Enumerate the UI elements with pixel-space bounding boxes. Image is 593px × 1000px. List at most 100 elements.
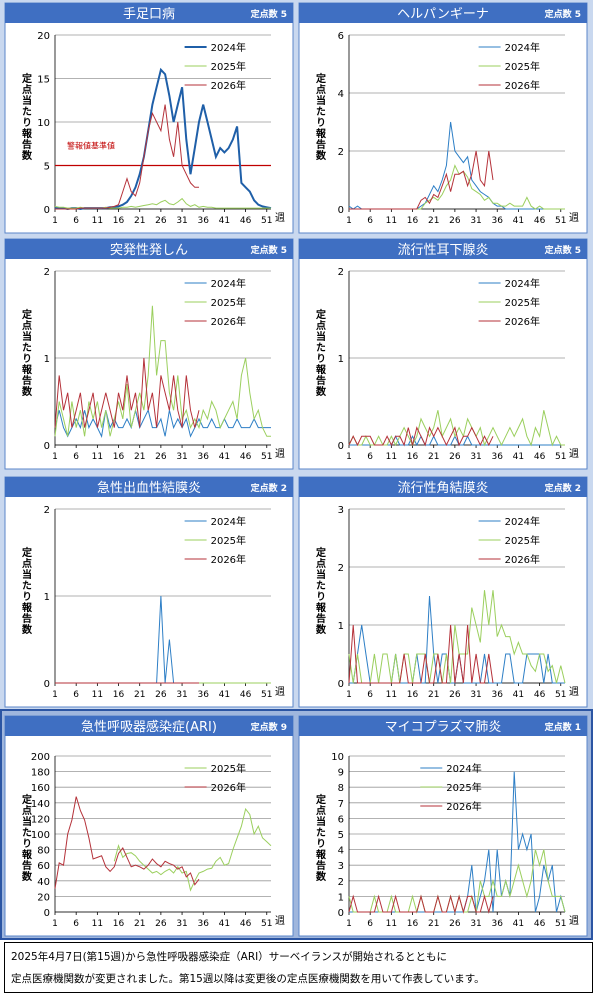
x-tick-label: 1 — [346, 690, 352, 700]
legend-label: 2026年 — [211, 781, 246, 794]
y-tick-label: 1 — [338, 354, 344, 365]
y-axis-label: 定点当たり報告数 — [314, 793, 327, 882]
y-tick-label: 40 — [37, 877, 50, 888]
x-tick-label: 41 — [219, 690, 230, 700]
panel-header — [299, 239, 587, 259]
y-tick-label: 0 — [338, 908, 344, 919]
x-tick-label: 31 — [470, 216, 481, 226]
y-tick-label: 0 — [44, 679, 50, 690]
chart-subtitle: 定点数 5 — [545, 8, 581, 20]
series-line — [348, 894, 494, 914]
note-box: 2025年4月7日(第15週)から急性呼吸器感染症（ARI）サーベイランスが開始… — [4, 942, 593, 993]
chart-subtitle: 定点数 5 — [251, 8, 287, 20]
legend-label: 2026年 — [505, 553, 540, 566]
x-tick-label: 36 — [198, 690, 210, 700]
legend-label: 2024年 — [211, 515, 246, 528]
y-tick-label: 180 — [31, 768, 50, 779]
series-line — [54, 357, 200, 428]
legend-label: 2025年 — [446, 781, 481, 794]
x-tick-label: 46 — [534, 452, 546, 462]
panel-header — [5, 477, 293, 497]
y-axis-label: 定点当たり報告数 — [20, 72, 33, 161]
panel-header — [299, 477, 587, 497]
panel-header — [5, 3, 293, 23]
threshold-label: 警報値基準値 — [67, 141, 115, 151]
x-tick-label: 21 — [134, 216, 145, 226]
x-tick-label: 51 — [261, 452, 272, 462]
y-tick-label: 9 — [338, 768, 344, 779]
x-tick-label: 51 — [261, 690, 272, 700]
x-tick-label: 36 — [492, 919, 504, 929]
x-tick-label: 11 — [386, 690, 397, 700]
x-tick-label: 51 — [261, 919, 272, 929]
y-tick-label: 0 — [338, 441, 344, 452]
x-tick-label: 36 — [198, 452, 210, 462]
x-tick-label: 26 — [155, 919, 167, 929]
x-tick-label: 21 — [134, 919, 145, 929]
y-tick-label: 1 — [338, 892, 344, 903]
y-tick-label: 15 — [37, 75, 50, 86]
panel — [298, 476, 588, 708]
panel — [4, 476, 294, 708]
y-tick-label: 0 — [44, 441, 50, 452]
y-tick-label: 1 — [44, 592, 50, 603]
y-tick-label: 200 — [31, 752, 50, 763]
x-tick-label: 26 — [155, 452, 167, 462]
y-tick-label: 1 — [44, 354, 50, 365]
legend-label: 2025年 — [211, 296, 246, 309]
x-tick-label: 1 — [52, 919, 58, 929]
chart-title: ヘルパンギーナ — [397, 7, 489, 22]
x-tick-label: 26 — [155, 690, 167, 700]
x-axis-label: 週 — [569, 686, 579, 698]
x-tick-label: 1 — [346, 216, 352, 226]
x-tick-label: 36 — [492, 216, 504, 226]
x-tick-label: 26 — [449, 690, 461, 700]
x-tick-label: 31 — [470, 452, 481, 462]
x-tick-label: 21 — [428, 690, 439, 700]
x-tick-label: 1 — [52, 452, 58, 462]
y-tick-label: 160 — [31, 783, 50, 794]
panel-header — [5, 716, 293, 736]
x-tick-label: 1 — [52, 690, 58, 700]
x-tick-label: 41 — [513, 452, 524, 462]
legend-label: 2026年 — [446, 800, 481, 813]
x-tick-label: 6 — [367, 919, 373, 929]
x-tick-label: 31 — [176, 690, 187, 700]
x-axis-label: 週 — [275, 915, 285, 927]
panel — [298, 2, 588, 234]
y-tick-label: 2 — [338, 147, 344, 158]
x-tick-label: 51 — [555, 919, 566, 929]
x-tick-label: 51 — [555, 216, 566, 226]
panel — [298, 238, 588, 470]
x-tick-label: 21 — [428, 216, 439, 226]
y-tick-label: 6 — [338, 814, 344, 825]
y-axis-label: 定点当たり報告数 — [314, 546, 327, 635]
panel-header — [5, 239, 293, 259]
chart-subtitle: 定点数 2 — [545, 482, 581, 494]
legend-label: 2026年 — [211, 315, 246, 328]
x-tick-label: 51 — [555, 452, 566, 462]
y-tick-label: 3 — [338, 505, 344, 516]
series-line — [348, 426, 494, 447]
x-tick-label: 36 — [198, 919, 210, 929]
chart-title: 突発性発しん — [110, 243, 188, 258]
x-axis-label: 週 — [569, 915, 579, 927]
x-tick-label: 36 — [492, 452, 504, 462]
legend-label: 2025年 — [211, 60, 246, 73]
y-tick-label: 7 — [338, 799, 344, 810]
chart-subtitle: 定点数 5 — [251, 244, 287, 256]
legend-label: 2025年 — [505, 60, 540, 73]
panel-header — [299, 716, 587, 736]
chart-title: 急性呼吸器感染症(ARI) — [81, 719, 217, 735]
x-tick-label: 46 — [240, 452, 252, 462]
x-tick-label: 16 — [113, 690, 125, 700]
x-tick-label: 6 — [367, 690, 373, 700]
x-tick-label: 11 — [386, 216, 397, 226]
y-tick-label: 0 — [338, 679, 344, 690]
y-tick-label: 60 — [37, 861, 50, 872]
x-tick-label: 11 — [92, 216, 103, 226]
y-axis-label: 定点当たり報告数 — [314, 72, 327, 161]
x-tick-label: 11 — [386, 452, 397, 462]
